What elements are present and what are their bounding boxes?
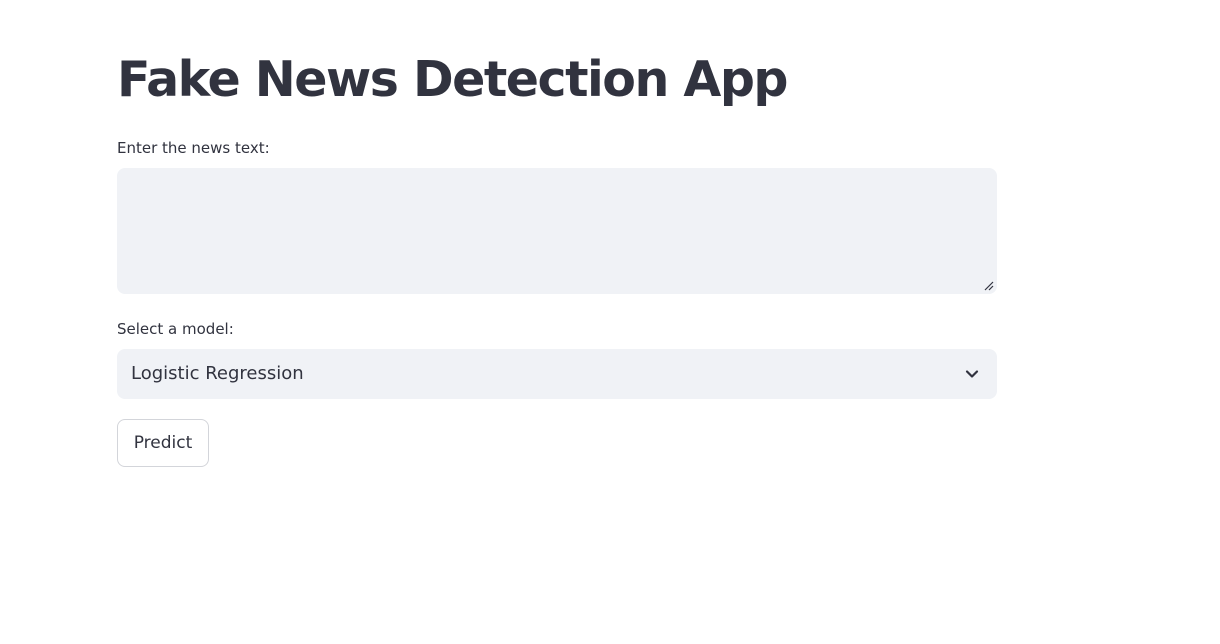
page-title: Fake News Detection App [117,51,788,108]
news-text-input[interactable] [117,168,997,294]
resize-handle-icon[interactable] [984,281,994,291]
model-select-label: Select a model: [117,320,234,338]
news-text-label: Enter the news text: [117,139,270,157]
model-select-value: Logistic Regression [131,363,304,384]
predict-button[interactable]: Predict [117,419,209,467]
model-select[interactable]: Logistic Regression [117,349,997,399]
news-text-field[interactable] [117,168,997,294]
chevron-down-icon [965,370,979,378]
